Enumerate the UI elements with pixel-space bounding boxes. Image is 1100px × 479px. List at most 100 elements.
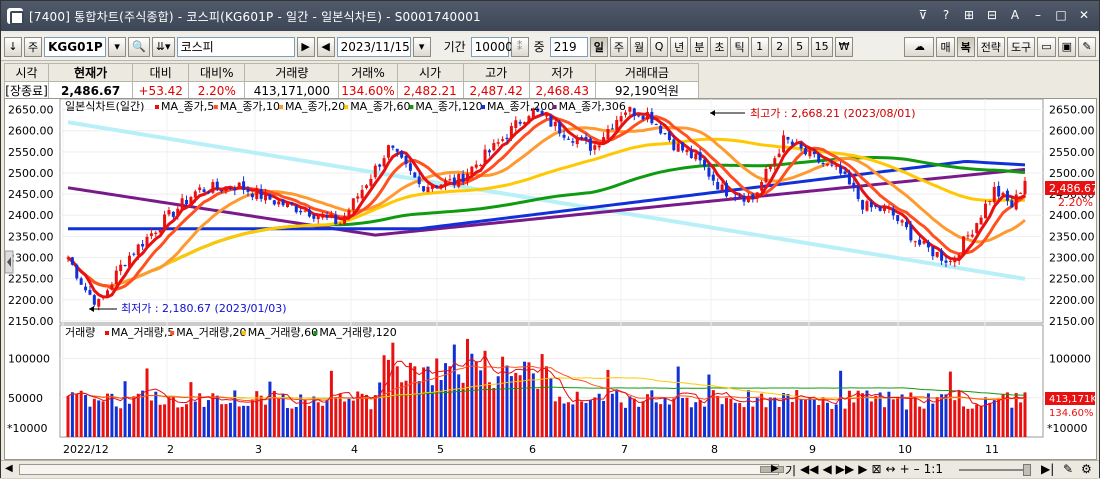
fast-forward-icon[interactable]: ▶▶ [835,462,855,476]
candle-body [650,111,654,124]
market-prefix-button[interactable]: 주 [24,36,43,57]
candle-body [663,133,667,135]
stock-chart-svg[interactable]: 2650.00 2600.00 2550.00 2500.00 2450.00 2400.… [5,99,1096,459]
strategy-button[interactable]: 전략 [976,36,1005,57]
period-week-button[interactable]: 주 [609,36,628,57]
zoom-in-icon[interactable]: + [899,462,910,476]
candle-body [957,255,961,261]
tile-icon[interactable]: ⊞ [963,8,975,22]
save-icon[interactable]: ▣ [1057,36,1076,57]
play-forward-icon[interactable]: ▶ [296,36,315,57]
edit-icon[interactable]: ✎ [1063,462,1074,476]
zoom-slider-thumb[interactable] [1023,464,1031,476]
volume-bar [496,376,500,437]
fit-icon[interactable]: ⊠ [871,462,882,476]
pin-icon[interactable]: ⊽ [918,8,928,22]
horizontal-scrollbar[interactable] [19,464,784,475]
scroll-thumb[interactable] [760,466,784,473]
minimize-icon[interactable]: – [1035,8,1041,22]
search-icon[interactable]: 🔍 [128,36,150,57]
chart-area[interactable]: 2650.00 2600.00 2550.00 2500.00 2450.00 2400.… [4,98,1097,460]
period-icon[interactable]: 기 [785,464,797,478]
candle-body [843,171,847,174]
volume-bar [847,390,851,437]
font-icon[interactable]: A [1010,8,1020,22]
step-back-icon[interactable]: ◀ [822,462,832,476]
info-header: 거래량 [244,63,340,82]
wrench-icon[interactable]: ✎ [1078,36,1096,57]
candle-body [830,164,834,166]
candles[interactable] [66,106,1027,311]
interval-1-button[interactable]: 1 [750,36,769,57]
sell-button[interactable]: 매 [936,36,955,57]
chevron-down-icon[interactable]: ▾ [108,36,127,57]
stretch-icon[interactable]: ↔ [885,462,896,476]
zoom-slider-track[interactable] [959,469,1031,471]
period-second-button[interactable]: 초 [710,36,729,57]
date-input[interactable]: 2023/11/15 [336,36,411,57]
tools-button[interactable]: 도구 [1006,36,1036,57]
print-icon[interactable]: ⊟ [986,8,998,22]
help-icon[interactable]: ? [942,8,950,22]
period-month-button[interactable]: 월 [629,36,649,57]
volume-bars[interactable] [66,338,1027,437]
ma-306-line [67,167,1026,237]
step-forward-icon[interactable]: ▶ [858,462,868,476]
play-back-icon[interactable]: ◀ [316,36,335,57]
code-input[interactable]: KGG01P [44,36,107,57]
period-day-button[interactable]: 일 [589,36,608,57]
settings-icon[interactable]: ⚙ [1081,462,1092,476]
volume-bar [549,378,553,437]
volume-bar [92,398,96,437]
candle-body [997,186,1001,197]
volume-bar [180,406,184,437]
period-year-button[interactable]: 년 [670,36,689,57]
close-icon[interactable]: ✕ [1078,8,1090,22]
interval-2-button[interactable]: 2 [770,36,789,57]
count-input[interactable]: 219 [549,36,588,57]
volume-bar [676,366,680,437]
rewind-icon[interactable]: ◀◀ [800,462,819,476]
y-tick-label: 2500.00 [1049,167,1095,180]
interval-5-button[interactable]: 5 [790,36,809,57]
info-header: 시각 [3,63,50,82]
folder-open-icon[interactable]: ▭ [1037,36,1056,57]
period-minute-button[interactable]: 분 [690,36,709,57]
volume-bar [127,403,131,437]
zoom-out-icon[interactable]: – [913,462,920,476]
period-input[interactable]: 10000 [470,36,513,57]
period-quarter-button[interactable]: Q [650,36,669,57]
volume-bar [369,409,373,437]
volume-bar [272,390,276,437]
volume-bar [514,372,518,437]
volume-bar [250,399,254,437]
candle-body [237,182,241,189]
scroll-left-icon[interactable]: ◀ [5,463,13,474]
volume-bar [365,394,369,437]
candle-body [325,215,329,217]
volume-bar [505,365,509,437]
list-icon[interactable]: ⇊▾ [151,36,175,57]
compound-button[interactable]: 복 [956,36,975,57]
date-dropdown-icon[interactable]: ▾ [412,36,431,57]
volume-bar [492,387,496,437]
candle-body [597,145,601,148]
left-arrow-icon[interactable] [7,257,11,267]
title-bar[interactable]: [7400] 통합차트(주식종합) - 코스피(KG601P - 일간 - 일본… [1,1,1099,31]
volume-bar [417,381,421,437]
name-field[interactable]: 코스피 [176,36,295,57]
candle-body [707,167,711,177]
candle-body [1019,192,1023,194]
restore-icon[interactable]: □ [1055,8,1067,22]
sort-arrow-icon[interactable]: ↓ [4,36,22,57]
volume-bar [834,404,838,437]
zoom-max-icon[interactable]: ▶| [1041,462,1055,476]
candle-body [483,149,487,164]
scroll-right-icon[interactable]: ▶ [771,463,779,474]
y-tick-label: 2400.00 [1049,209,1095,222]
cloud-icon[interactable]: ☁ [904,36,935,57]
interval-15-button[interactable]: 15 [810,36,833,57]
link-icon[interactable]: ⁑ [510,36,529,57]
period-tick-button[interactable]: 틱 [730,36,749,57]
currency-button[interactable]: ₩ [834,36,854,57]
